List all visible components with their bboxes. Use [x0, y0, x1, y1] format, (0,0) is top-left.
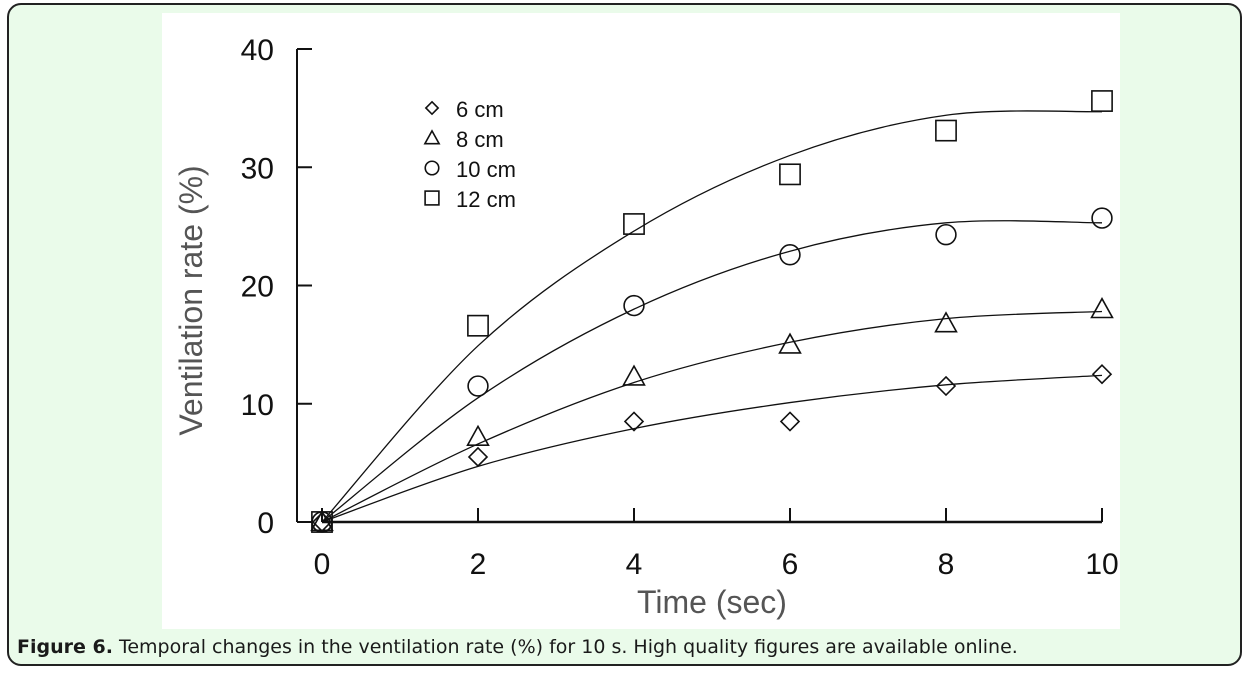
x-tick-label: 2	[470, 548, 487, 581]
data-point-8-cm	[622, 364, 646, 386]
caption-label: Figure 6.	[17, 636, 113, 658]
plot-panel: 0 2 4 6 8 10 0 10 20 30 40 Time (sec) Ventilation ra…	[162, 13, 1120, 629]
data-point-8-cm	[466, 424, 490, 447]
legend-label: 8 cm	[456, 127, 504, 152]
y-tick-label: 30	[241, 152, 274, 185]
x-tick-label: 6	[782, 548, 799, 581]
ventilation-chart: 0 2 4 6 8 10 0 10 20 30 40 Time (sec) Ventilation ra…	[173, 34, 1119, 620]
data-point-12-cm	[311, 511, 333, 533]
fit-curve-12-cm	[321, 110, 1103, 523]
data-point-6-cm	[467, 446, 489, 468]
data-point-8-cm	[934, 311, 958, 333]
data-point-8-cm	[1090, 297, 1114, 319]
figure-frame: 0 2 4 6 8 10 0 10 20 30 40 Time (sec) Ventilation ra…	[7, 3, 1242, 666]
data-point-12-cm	[467, 314, 489, 337]
figure-caption: Figure 6. Temporal changes in the ventil…	[17, 636, 1018, 658]
data-point-12-cm	[1091, 90, 1113, 112]
legend-marker-6-cm	[424, 100, 440, 116]
x-tick-label: 0	[314, 548, 331, 581]
data-point-10-cm	[623, 294, 645, 317]
fit-curve-10-cm	[321, 220, 1103, 523]
y-tick-label: 40	[241, 34, 274, 67]
x-axis-title: Time (sec)	[637, 584, 787, 620]
x-tick-label: 10	[1085, 548, 1118, 581]
y-tick-label: 0	[257, 507, 274, 540]
legend-label: 10 cm	[456, 157, 516, 182]
legend-marker-12-cm	[424, 190, 440, 206]
data-point-12-cm	[935, 119, 957, 142]
y-tick-label: 20	[241, 271, 274, 304]
data-point-12-cm	[623, 213, 645, 235]
legend-marker-10-cm	[424, 160, 440, 176]
caption-text: Temporal changes in the ventilation rate…	[118, 636, 1018, 658]
data-point-6-cm	[623, 411, 645, 432]
data-point-6-cm	[935, 375, 957, 397]
legend-marker-8-cm	[423, 129, 441, 145]
legend-label: 6 cm	[456, 97, 504, 122]
x-tick-label: 8	[938, 548, 955, 581]
data-point-6-cm	[779, 411, 801, 432]
legend-label: 12 cm	[456, 187, 516, 212]
data-point-10-cm	[1091, 207, 1113, 229]
fit-curve-8-cm	[321, 310, 1103, 523]
fit-curve-6-cm	[321, 374, 1103, 523]
data-point-10-cm	[467, 375, 489, 397]
data-point-12-cm	[779, 163, 801, 186]
data-point-6-cm	[1091, 364, 1113, 385]
data-point-10-cm	[935, 223, 957, 246]
x-tick-label: 4	[626, 548, 643, 581]
data-point-8-cm	[778, 332, 802, 354]
data-point-10-cm	[779, 244, 801, 266]
data-point-8-cm	[310, 509, 334, 532]
y-axis-title: Ventilation rate (%)	[173, 165, 209, 435]
y-tick-label: 10	[241, 389, 274, 422]
